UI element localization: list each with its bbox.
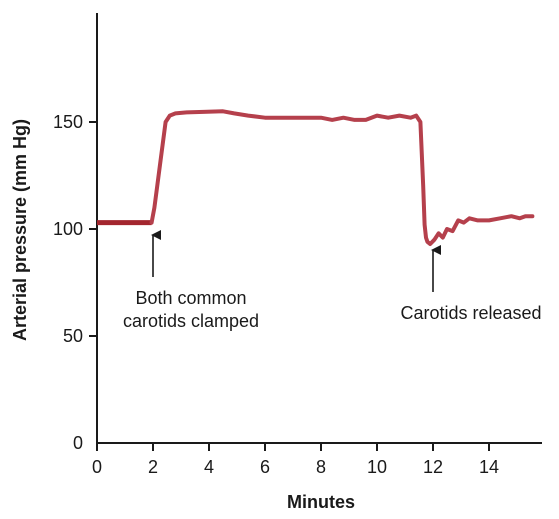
annotation-label: carotids clamped (123, 311, 259, 331)
x-tick-label: 12 (423, 457, 443, 477)
y-tick-label: 50 (63, 326, 83, 346)
x-axis-title: Minutes (287, 492, 355, 512)
y-axis-title: Arterial pressure (mm Hg) (10, 119, 30, 341)
y-axis-ticks: 0 50 100 150 (53, 112, 97, 453)
x-axis-ticks: 0 2 4 6 8 10 12 14 (92, 443, 499, 477)
annotations: Both common carotids clamped Carotids rele… (123, 230, 542, 331)
series-line (149, 109, 535, 246)
annotation-label: Both common (135, 288, 246, 308)
y-tick-label: 0 (73, 433, 83, 453)
x-tick-label: 6 (260, 457, 270, 477)
axes (96, 13, 542, 444)
x-tick-label: 14 (479, 457, 499, 477)
x-tick-label: 2 (148, 457, 158, 477)
x-tick-label: 4 (204, 457, 214, 477)
annotation-label: Carotids released (400, 303, 541, 323)
x-tick-label: 8 (316, 457, 326, 477)
y-tick-label: 100 (53, 219, 83, 239)
x-tick-label: 10 (367, 457, 387, 477)
series-layer (97, 109, 535, 246)
x-tick-label: 0 (92, 457, 102, 477)
y-tick-label: 150 (53, 112, 83, 132)
